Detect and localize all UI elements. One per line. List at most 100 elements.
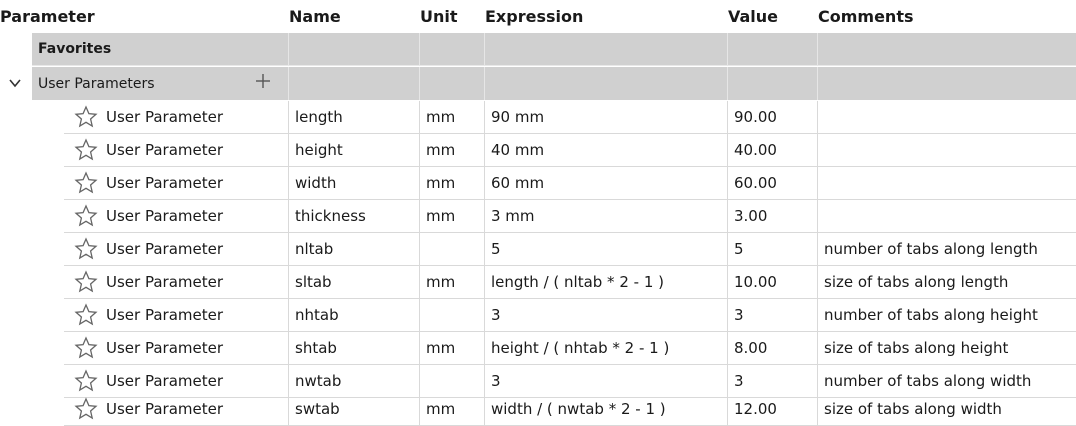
unit-cell[interactable]: mm — [420, 167, 485, 200]
comment-cell[interactable]: number of tabs along height — [818, 299, 1076, 332]
parameter-type-label: User Parameter — [106, 339, 223, 357]
unit-cell[interactable] — [420, 233, 485, 266]
table-row[interactable]: User Parameter width mm 60 mm 60.00 — [0, 167, 1076, 200]
parameter-type-label: User Parameter — [106, 372, 223, 390]
group-label-user-parameters: User Parameters — [32, 67, 289, 100]
expression-cell[interactable]: 5 — [485, 233, 728, 266]
parameter-type-cell: User Parameter — [64, 365, 289, 398]
star-outline-icon[interactable] — [74, 270, 98, 294]
comment-cell[interactable]: size of tabs along height — [818, 332, 1076, 365]
parameter-type-label: User Parameter — [106, 273, 223, 291]
star-outline-icon[interactable] — [74, 303, 98, 327]
value-cell: 60.00 — [728, 167, 818, 200]
expression-cell[interactable]: length / ( nltab * 2 - 1 ) — [485, 266, 728, 299]
comment-cell[interactable] — [818, 167, 1076, 200]
column-header-comments[interactable]: Comments — [818, 7, 914, 26]
column-header-name[interactable]: Name — [289, 7, 341, 26]
star-outline-icon[interactable] — [74, 204, 98, 228]
plus-icon[interactable] — [254, 72, 272, 90]
star-outline-icon[interactable] — [74, 138, 98, 162]
name-cell[interactable]: nwtab — [289, 365, 420, 398]
group-row-user-parameters[interactable]: User Parameters — [0, 67, 1076, 100]
group-row-favorites[interactable]: Favorites — [0, 33, 1076, 66]
value-cell: 12.00 — [728, 393, 818, 426]
comment-cell[interactable] — [818, 200, 1076, 233]
star-outline-icon[interactable] — [74, 397, 98, 421]
table-row[interactable]: User Parameter nwtab 3 3 number of tabs … — [0, 365, 1076, 398]
chevron-down-icon[interactable] — [8, 76, 22, 90]
table-header: Parameter Name Unit Expression Value Com… — [0, 0, 1076, 33]
unit-cell[interactable]: mm — [420, 101, 485, 134]
comment-cell[interactable]: number of tabs along length — [818, 233, 1076, 266]
comment-cell[interactable] — [818, 134, 1076, 167]
group-label-favorites: Favorites — [32, 33, 289, 66]
parameter-type-cell: User Parameter — [64, 233, 289, 266]
unit-cell[interactable] — [420, 365, 485, 398]
table-row[interactable]: User Parameter shtab mm height / ( nhtab… — [0, 332, 1076, 365]
name-cell[interactable]: swtab — [289, 393, 420, 426]
unit-cell[interactable] — [420, 299, 485, 332]
unit-cell[interactable]: mm — [420, 393, 485, 426]
name-cell[interactable]: nltab — [289, 233, 420, 266]
group-cell — [485, 33, 728, 66]
expression-cell[interactable]: 40 mm — [485, 134, 728, 167]
parameter-type-cell: User Parameter — [64, 332, 289, 365]
column-header-value[interactable]: Value — [728, 7, 779, 26]
table-row[interactable]: User Parameter sltab mm length / ( nltab… — [0, 266, 1076, 299]
name-cell[interactable]: length — [289, 101, 420, 134]
expression-cell[interactable]: 3 — [485, 299, 728, 332]
star-outline-icon[interactable] — [74, 171, 98, 195]
parameter-type-label: User Parameter — [106, 306, 223, 324]
name-cell[interactable]: sltab — [289, 266, 420, 299]
expression-cell[interactable]: 3 — [485, 365, 728, 398]
parameter-type-cell: User Parameter — [64, 167, 289, 200]
comment-cell[interactable]: size of tabs along length — [818, 266, 1076, 299]
table-row[interactable]: User Parameter nhtab 3 3 number of tabs … — [0, 299, 1076, 332]
value-cell: 5 — [728, 233, 818, 266]
star-outline-icon[interactable] — [74, 369, 98, 393]
name-cell[interactable]: width — [289, 167, 420, 200]
parameter-type-cell: User Parameter — [64, 200, 289, 233]
table-row[interactable]: User Parameter height mm 40 mm 40.00 — [0, 134, 1076, 167]
expression-cell[interactable]: width / ( nwtab * 2 - 1 ) — [485, 393, 728, 426]
unit-cell[interactable]: mm — [420, 266, 485, 299]
expression-cell[interactable]: 60 mm — [485, 167, 728, 200]
parameter-type-cell: User Parameter — [64, 299, 289, 332]
unit-cell[interactable]: mm — [420, 134, 485, 167]
column-header-expression[interactable]: Expression — [485, 7, 584, 26]
parameter-type-cell: User Parameter — [64, 101, 289, 134]
name-cell[interactable]: nhtab — [289, 299, 420, 332]
star-outline-icon[interactable] — [74, 105, 98, 129]
unit-cell[interactable]: mm — [420, 332, 485, 365]
table-row[interactable]: User Parameter swtab mm width / ( nwtab … — [0, 393, 1076, 426]
comment-cell[interactable] — [818, 101, 1076, 134]
parameter-type-label: User Parameter — [106, 108, 223, 126]
expression-cell[interactable]: 3 mm — [485, 200, 728, 233]
value-cell: 90.00 — [728, 101, 818, 134]
name-cell[interactable]: thickness — [289, 200, 420, 233]
group-cell — [485, 67, 728, 100]
parameter-type-label: User Parameter — [106, 207, 223, 225]
parameter-type-label: User Parameter — [106, 174, 223, 192]
column-header-unit[interactable]: Unit — [420, 7, 458, 26]
group-cell — [289, 33, 420, 66]
comment-cell[interactable]: number of tabs along width — [818, 365, 1076, 398]
value-cell: 10.00 — [728, 266, 818, 299]
name-cell[interactable]: height — [289, 134, 420, 167]
group-cell — [818, 33, 1076, 66]
star-outline-icon[interactable] — [74, 237, 98, 261]
table-row[interactable]: User Parameter thickness mm 3 mm 3.00 — [0, 200, 1076, 233]
table-row[interactable]: User Parameter length mm 90 mm 90.00 — [0, 101, 1076, 134]
group-cell — [728, 67, 818, 100]
group-cell — [289, 67, 420, 100]
group-cell — [818, 67, 1076, 100]
column-header-parameter[interactable]: Parameter — [0, 7, 95, 26]
name-cell[interactable]: shtab — [289, 332, 420, 365]
comment-cell[interactable]: size of tabs along width — [818, 393, 1076, 426]
expression-cell[interactable]: 90 mm — [485, 101, 728, 134]
expression-cell[interactable]: height / ( nhtab * 2 - 1 ) — [485, 332, 728, 365]
table-row[interactable]: User Parameter nltab 5 5 number of tabs … — [0, 233, 1076, 266]
star-outline-icon[interactable] — [74, 336, 98, 360]
parameter-type-cell: User Parameter — [64, 134, 289, 167]
unit-cell[interactable]: mm — [420, 200, 485, 233]
